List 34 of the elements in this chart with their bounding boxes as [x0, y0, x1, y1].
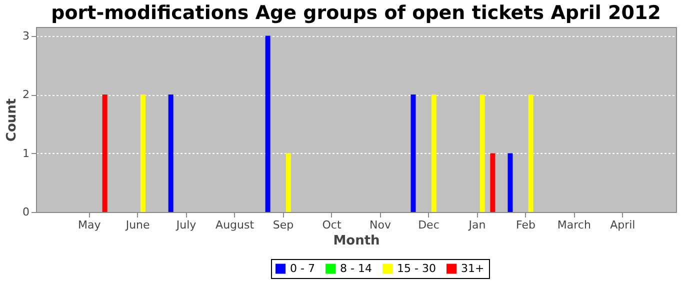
x-tick-label: Nov [370, 218, 392, 232]
legend-label: 31+ [461, 262, 484, 275]
y-tick-label: 2 [22, 88, 30, 102]
x-tick-label: April [610, 218, 636, 232]
bar [410, 94, 416, 212]
y-axis-title: Count [4, 98, 20, 142]
x-tick-label: Feb [516, 218, 536, 232]
bar [286, 153, 291, 212]
y-tick-label: 1 [22, 146, 30, 160]
x-axis-title: Month [333, 234, 380, 248]
bar [431, 94, 436, 212]
bar [508, 153, 513, 212]
x-tick-label: March [557, 218, 591, 232]
x-tick-label: Dec [418, 218, 440, 232]
legend-label: 8 - 14 [340, 262, 372, 275]
x-tick-label: June [124, 218, 150, 232]
bar [528, 94, 534, 212]
y-tick-label: 0 [22, 206, 30, 218]
bar [480, 94, 485, 212]
x-tick-label: Jan [468, 218, 486, 232]
bar [265, 36, 270, 212]
bar [490, 153, 496, 212]
y-tick-label: 3 [22, 29, 30, 42]
chart-title: port-modifications Age groups of open tickets April 2012 [51, 2, 661, 24]
bar [102, 94, 108, 212]
bar [168, 94, 174, 212]
x-tick-label: Oct [322, 218, 342, 232]
x-tick-label: Sep [272, 218, 294, 232]
x-tick-label: May [78, 218, 102, 232]
legend-label: 15 - 30 [397, 262, 436, 275]
x-tick-label: July [175, 218, 197, 232]
legend-label: 0 - 7 [290, 262, 315, 275]
bar [140, 94, 146, 212]
x-tick-label: August [216, 218, 255, 232]
